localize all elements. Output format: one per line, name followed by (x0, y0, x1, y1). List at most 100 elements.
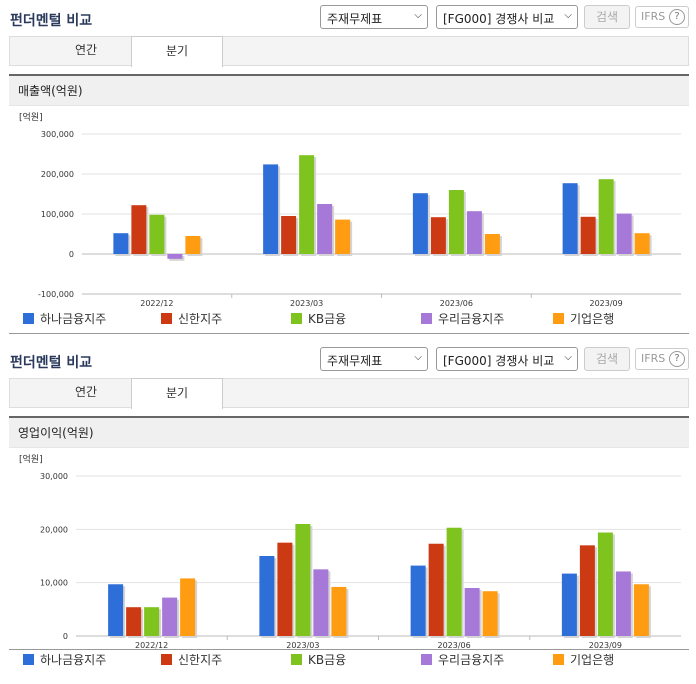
bar[interactable] (295, 524, 311, 636)
x-tick-label: 2023/03 (290, 299, 323, 308)
bar[interactable] (428, 543, 444, 636)
bar[interactable] (299, 155, 315, 254)
x-tick-label: 2023/06 (440, 299, 473, 308)
statement-select[interactable]: 주재무제표 ⌵ (320, 5, 428, 29)
legend-label: 하나금융지주 (40, 653, 107, 667)
chevron-down-icon: ⌵ (414, 352, 422, 363)
x-tick-label: 2023/03 (286, 641, 319, 650)
chart-box: 영업이익(억원) [억원] 0 10,000 20,000 30,000 2022/12 2… (9, 416, 689, 650)
bar[interactable] (131, 205, 147, 254)
bar[interactable] (162, 597, 178, 636)
y-tick-label: 100,000 (41, 210, 74, 219)
legend-swatch (421, 313, 432, 324)
revenue-chart: [억원] -100,000 0 100,000 200,000 300,000 2022/1… (19, 111, 681, 308)
tab-quarter[interactable]: 분기 (131, 378, 223, 409)
chart-title: 매출액(억원) (9, 76, 689, 106)
bar[interactable] (317, 204, 333, 254)
legend-item[interactable]: 기업은행 (553, 651, 614, 668)
legend-label: 기업은행 (570, 312, 615, 326)
bar[interactable] (580, 216, 596, 254)
bar[interactable] (430, 217, 446, 254)
bar[interactable] (277, 542, 293, 636)
bar[interactable] (335, 219, 351, 254)
bar[interactable] (410, 565, 426, 636)
period-tabs: 연간 분기 (9, 36, 689, 67)
y-tick-label: 10,000 (40, 579, 68, 588)
bar[interactable] (482, 591, 498, 636)
tab-annual[interactable]: 연간 (74, 43, 98, 57)
panel-title: 펀더멘털 비교 (10, 355, 93, 371)
legend-item[interactable]: 신한지주 (161, 651, 222, 668)
search-button[interactable]: 검색 (584, 347, 630, 371)
bar[interactable] (446, 527, 462, 636)
legend-item[interactable]: 우리금융지주 (421, 310, 504, 327)
chevron-down-icon: ⌵ (564, 352, 572, 363)
legend-item[interactable]: 우리금융지주 (421, 651, 504, 668)
bar[interactable] (185, 236, 201, 254)
legend-item[interactable]: 기업은행 (553, 310, 614, 327)
legend-item[interactable]: KB금융 (291, 651, 346, 668)
legend-label: 하나금융지주 (40, 312, 107, 326)
ifrs-label: IFRS (641, 10, 666, 23)
bar[interactable] (108, 584, 124, 636)
bar[interactable] (616, 213, 632, 254)
legend-swatch (553, 654, 564, 665)
bar[interactable] (144, 607, 160, 636)
panel-header: 펀더멘털 비교 주재무제표 ⌵ [FG000] 경쟁사 비교 ⌵ 검색 IFRS… (0, 0, 696, 34)
bar[interactable] (484, 234, 500, 254)
bar[interactable] (562, 183, 578, 254)
unit-label: [억원] (19, 453, 43, 465)
period-tabs: 연간 분기 (9, 378, 689, 409)
compare-select[interactable]: [FG000] 경쟁사 비교 ⌵ (436, 5, 578, 29)
statement-select-value: 주재무제표 (327, 12, 383, 26)
bar[interactable] (464, 588, 480, 636)
legend-item[interactable]: 하나금융지주 (23, 310, 106, 327)
panel-header: 펀더멘털 비교 주재무제표 ⌵ [FG000] 경쟁사 비교 ⌵ 검색 IFRS… (0, 342, 696, 376)
statement-select[interactable]: 주재무제표 ⌵ (320, 347, 428, 371)
bar[interactable] (149, 214, 165, 254)
bar[interactable] (615, 571, 631, 636)
bar[interactable] (633, 584, 649, 636)
legend-item[interactable]: 하나금융지주 (23, 651, 106, 668)
help-icon[interactable]: ? (669, 9, 685, 25)
compare-select[interactable]: [FG000] 경쟁사 비교 ⌵ (436, 347, 578, 371)
chart-legend: 하나금융지주 신한지주 KB금융 우리금융지주 기업은행 (23, 651, 683, 667)
legend-item[interactable]: 신한지주 (161, 310, 222, 327)
y-tick-label: -100,000 (38, 290, 74, 299)
bar[interactable] (263, 164, 279, 254)
bar[interactable] (466, 211, 482, 254)
tab-annual[interactable]: 연간 (74, 385, 98, 399)
search-button[interactable]: 검색 (584, 5, 630, 29)
bar[interactable] (113, 233, 129, 254)
bar[interactable] (598, 179, 614, 254)
bar[interactable] (331, 586, 347, 636)
bar[interactable] (597, 532, 613, 636)
x-tick-label: 2023/06 (438, 641, 471, 650)
bar[interactable] (180, 578, 196, 636)
ifrs-button[interactable]: IFRS ? (635, 6, 689, 28)
bar[interactable] (281, 216, 297, 254)
bar[interactable] (634, 233, 650, 254)
bar[interactable] (561, 573, 577, 636)
legend-swatch (23, 654, 34, 665)
ifrs-button[interactable]: IFRS ? (635, 348, 689, 370)
help-icon[interactable]: ? (669, 351, 685, 367)
bar[interactable] (579, 545, 595, 636)
legend-swatch (161, 313, 172, 324)
bar[interactable] (259, 556, 275, 636)
legend-swatch (553, 313, 564, 324)
y-tick-label: 0 (63, 632, 68, 641)
chevron-down-icon: ⌵ (414, 10, 422, 21)
bar[interactable] (448, 190, 464, 254)
operating-profit-chart: [억원] 0 10,000 20,000 30,000 2022/12 2023/03 202… (19, 453, 681, 650)
fundamental-panel-operating-profit: 펀더멘털 비교 주재무제표 ⌵ [FG000] 경쟁사 비교 ⌵ 검색 IFRS… (0, 342, 696, 684)
tab-quarter[interactable]: 분기 (131, 36, 223, 67)
legend-swatch (161, 654, 172, 665)
bar[interactable] (126, 607, 142, 636)
bar[interactable] (412, 193, 428, 254)
y-tick-label: 200,000 (41, 170, 74, 179)
bar[interactable] (313, 569, 329, 636)
legend-item[interactable]: KB금융 (291, 310, 346, 327)
compare-select-value: [FG000] 경쟁사 비교 (443, 354, 555, 368)
bar[interactable] (167, 254, 183, 259)
